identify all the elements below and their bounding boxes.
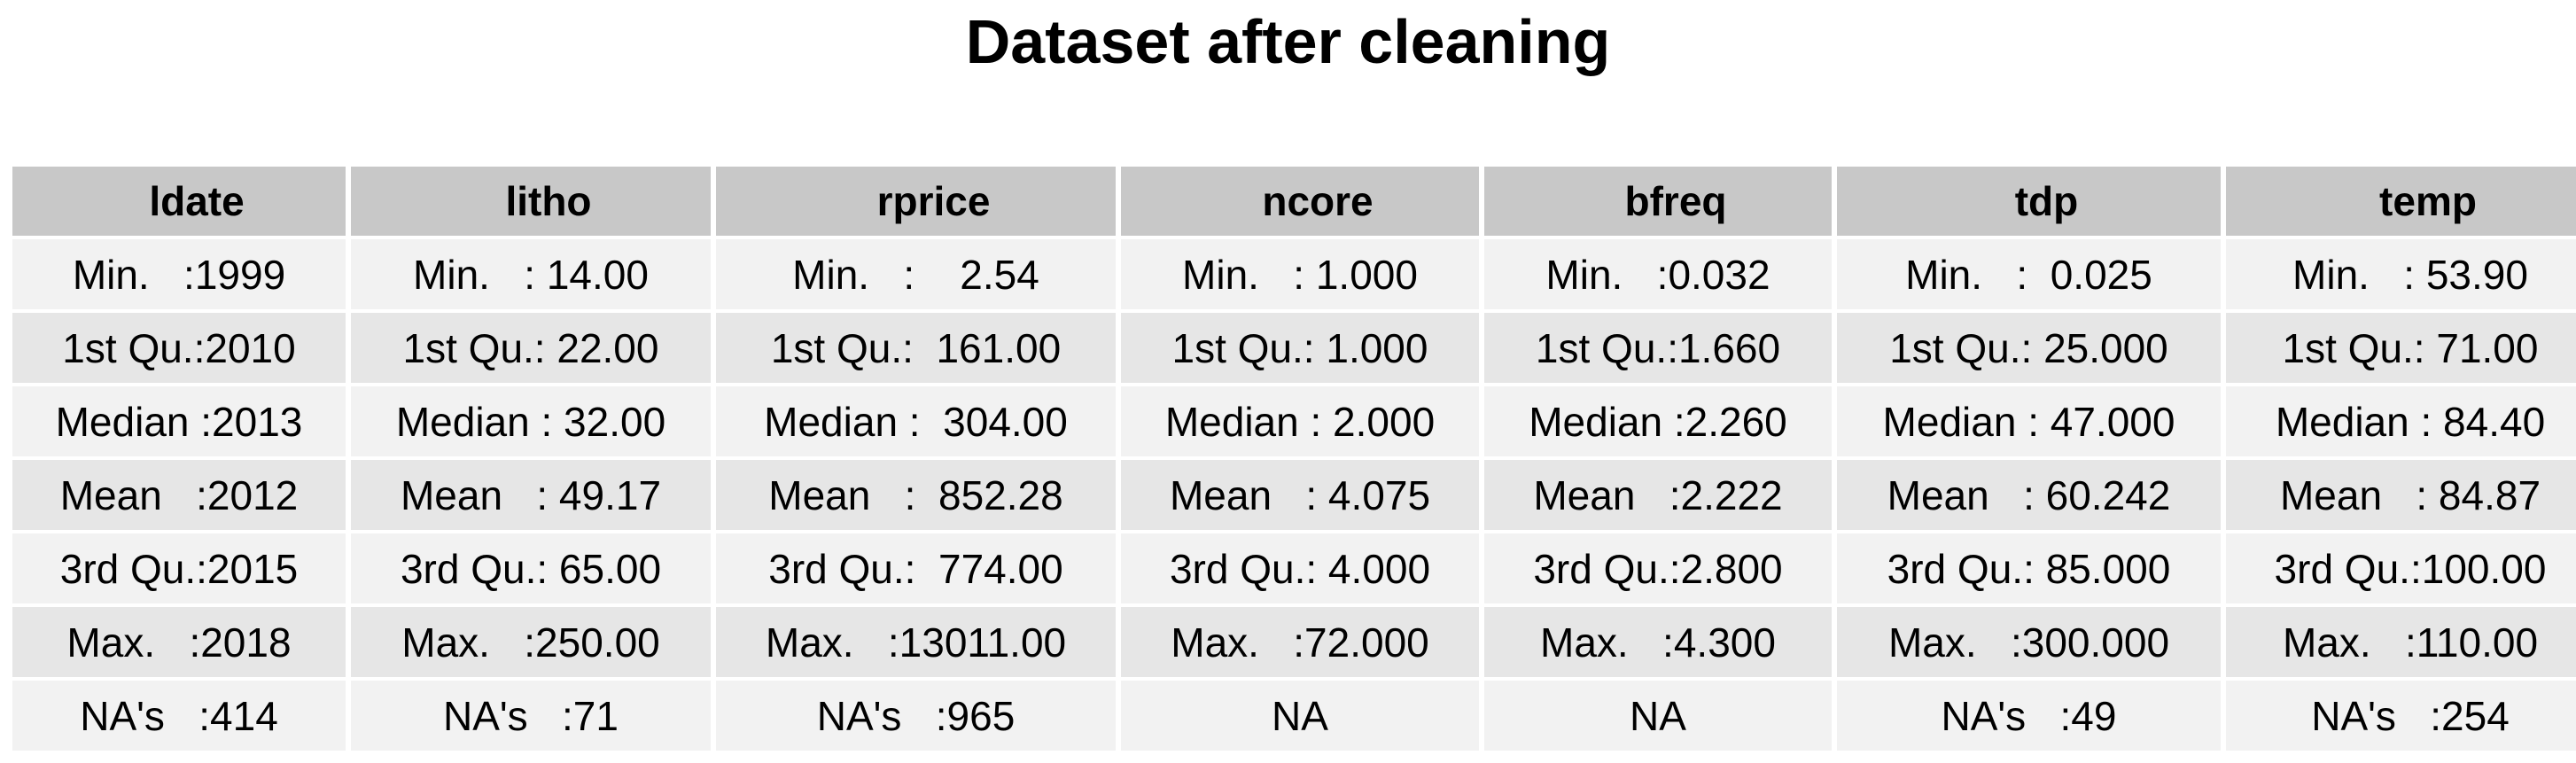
table-cell: Max. :300.000 bbox=[1837, 607, 2221, 677]
table-cell: NA bbox=[1484, 681, 1832, 751]
table-cell: Median :2013 bbox=[12, 386, 346, 456]
table-cell: Median : 47.000 bbox=[1837, 386, 2221, 456]
table-cell: 3rd Qu.: 774.00 bbox=[716, 533, 1116, 603]
table-cell: 3rd Qu.:2015 bbox=[12, 533, 346, 603]
table-cell: Max. :4.300 bbox=[1484, 607, 1832, 677]
table-cell: Median : 32.00 bbox=[351, 386, 711, 456]
summary-table: ldate litho rprice ncore bfreq tdp temp … bbox=[7, 163, 2576, 754]
column-header-bfreq: bfreq bbox=[1484, 167, 1832, 236]
table-cell: 3rd Qu.:2.800 bbox=[1484, 533, 1832, 603]
table-cell: Max. :250.00 bbox=[351, 607, 711, 677]
table-cell: 1st Qu.: 25.000 bbox=[1837, 313, 2221, 383]
table-cell: Min. : 2.54 bbox=[716, 239, 1116, 309]
table-cell: 1st Qu.: 22.00 bbox=[351, 313, 711, 383]
table-cell: Max. :72.000 bbox=[1121, 607, 1479, 677]
table-cell: NA's :414 bbox=[12, 681, 346, 751]
table-cell: Mean :2.222 bbox=[1484, 460, 1832, 530]
column-header-rprice: rprice bbox=[716, 167, 1116, 236]
table-cell: Min. : 14.00 bbox=[351, 239, 711, 309]
table-cell: Min. : 1.000 bbox=[1121, 239, 1479, 309]
table-cell: Median :2.260 bbox=[1484, 386, 1832, 456]
table-cell: Median : 304.00 bbox=[716, 386, 1116, 456]
table-cell: NA bbox=[1121, 681, 1479, 751]
table-cell: Median : 2.000 bbox=[1121, 386, 1479, 456]
table-cell: 1st Qu.:2010 bbox=[12, 313, 346, 383]
header-row: ldate litho rprice ncore bfreq tdp temp bbox=[12, 167, 2576, 236]
table-cell: Mean : 4.075 bbox=[1121, 460, 1479, 530]
column-header-ncore: ncore bbox=[1121, 167, 1479, 236]
table-cell: 1st Qu.: 71.00 bbox=[2226, 313, 2576, 383]
table-row: NA's :414 NA's :71 NA's :965 NA NA NA's … bbox=[12, 681, 2576, 751]
table-row: 3rd Qu.:2015 3rd Qu.: 65.00 3rd Qu.: 774… bbox=[12, 533, 2576, 603]
table-cell: Mean : 60.242 bbox=[1837, 460, 2221, 530]
table-cell: 1st Qu.: 161.00 bbox=[716, 313, 1116, 383]
page-title: Dataset after cleaning bbox=[965, 7, 1611, 76]
table-cell: Mean : 84.87 bbox=[2226, 460, 2576, 530]
column-header-ldate: ldate bbox=[12, 167, 346, 236]
table-cell: NA's :254 bbox=[2226, 681, 2576, 751]
table-cell: Min. : 53.90 bbox=[2226, 239, 2576, 309]
table-cell: Median : 84.40 bbox=[2226, 386, 2576, 456]
table-cell: 3rd Qu.: 4.000 bbox=[1121, 533, 1479, 603]
table-cell: Max. :110.00 bbox=[2226, 607, 2576, 677]
table-cell: 3rd Qu.: 85.000 bbox=[1837, 533, 2221, 603]
table-row: 1st Qu.:2010 1st Qu.: 22.00 1st Qu.: 161… bbox=[12, 313, 2576, 383]
table-cell: Min. :1999 bbox=[12, 239, 346, 309]
table-row: Mean :2012 Mean : 49.17 Mean : 852.28 Me… bbox=[12, 460, 2576, 530]
table-cell: NA's :49 bbox=[1837, 681, 2221, 751]
table-cell: Mean : 49.17 bbox=[351, 460, 711, 530]
table-cell: 1st Qu.:1.660 bbox=[1484, 313, 1832, 383]
column-header-litho: litho bbox=[351, 167, 711, 236]
column-header-tdp: tdp bbox=[1837, 167, 2221, 236]
table-cell: Mean :2012 bbox=[12, 460, 346, 530]
table-cell: NA's :71 bbox=[351, 681, 711, 751]
table-cell: 3rd Qu.:100.00 bbox=[2226, 533, 2576, 603]
table-row: Min. :1999 Min. : 14.00 Min. : 2.54 Min.… bbox=[12, 239, 2576, 309]
table-cell: Min. : 0.025 bbox=[1837, 239, 2221, 309]
table-row: Median :2013 Median : 32.00 Median : 304… bbox=[12, 386, 2576, 456]
table-cell: Mean : 852.28 bbox=[716, 460, 1116, 530]
table-cell: 3rd Qu.: 65.00 bbox=[351, 533, 711, 603]
table-cell: Max. :13011.00 bbox=[716, 607, 1116, 677]
table-cell: Max. :2018 bbox=[12, 607, 346, 677]
table-cell: 1st Qu.: 1.000 bbox=[1121, 313, 1479, 383]
table-cell: NA's :965 bbox=[716, 681, 1116, 751]
table-row: Max. :2018 Max. :250.00 Max. :13011.00 M… bbox=[12, 607, 2576, 677]
column-header-temp: temp bbox=[2226, 167, 2576, 236]
table-cell: Min. :0.032 bbox=[1484, 239, 1832, 309]
